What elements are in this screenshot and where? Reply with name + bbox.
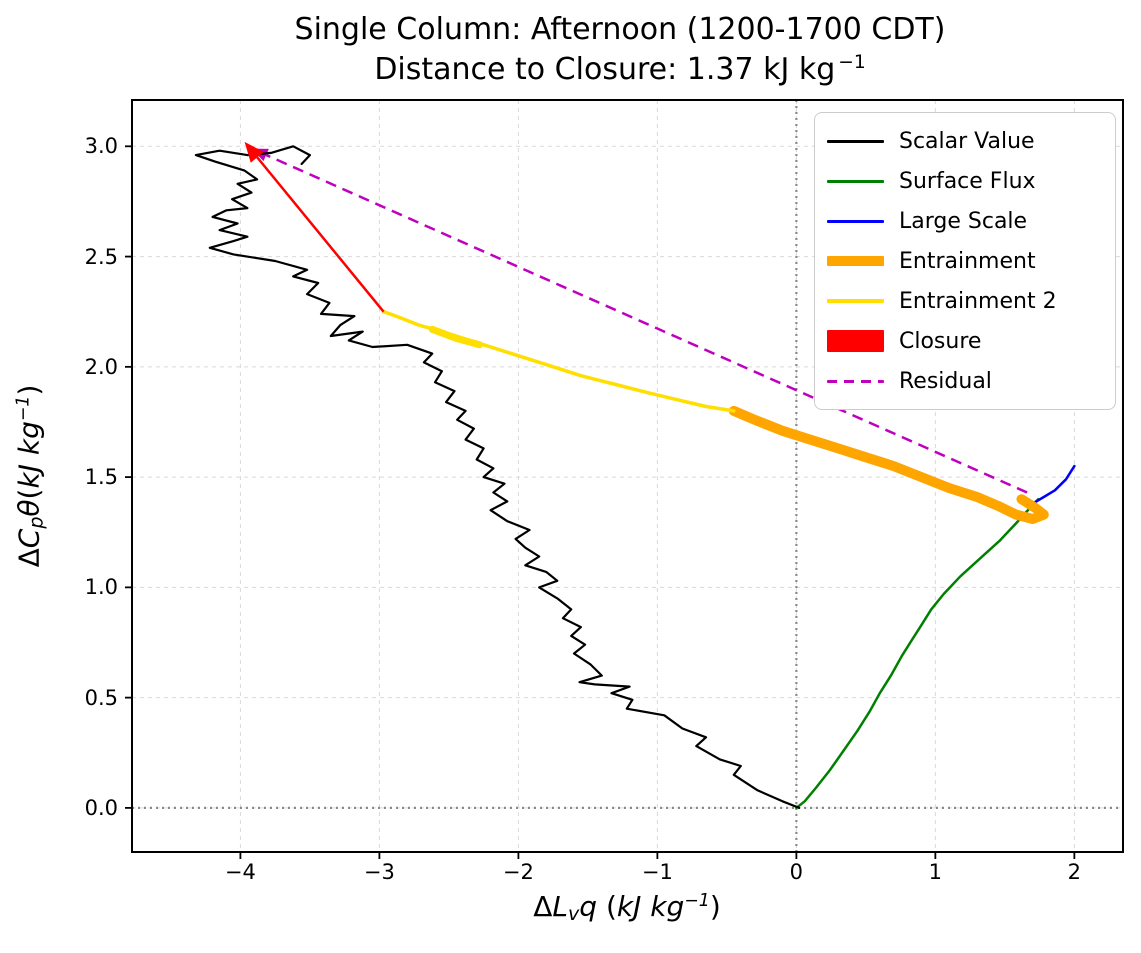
large-scale-line-swatch	[827, 219, 884, 223]
chart-title-line1: Single Column: Afternoon (1200-1700 CDT)	[294, 12, 946, 47]
x-axis-label-sup: −1	[684, 891, 710, 911]
legend-label: Residual	[899, 368, 992, 394]
x-axis-label-var2: q	[579, 890, 598, 923]
legend-item-surface-flux: Surface Flux	[827, 161, 1103, 201]
residual-arrow-line	[265, 153, 1028, 494]
series-surface-flux	[795, 497, 1040, 810]
x-tick-label: 2	[1067, 860, 1082, 884]
legend-item-scalar-value: Scalar Value	[827, 121, 1103, 161]
legend-label: Entrainment	[899, 248, 1036, 274]
y-axis-label-sup: −1	[13, 395, 34, 422]
series-entrainment-2	[381, 309, 736, 413]
legend-label: Large Scale	[899, 208, 1028, 234]
legend-item-entrainment: Entrainment	[827, 241, 1103, 281]
y-tick-label: 0.5	[84, 685, 118, 710]
x-axis-label-sub: v	[567, 903, 580, 925]
y-axis-label-open: (	[12, 488, 46, 500]
chart-title-line2-text: Distance to Closure: 1.37 kJ kg	[374, 51, 836, 87]
series-entrainment-2-bold-segment	[428, 325, 483, 349]
residual-dashed-line-swatch	[827, 379, 884, 383]
x-axis-label-unit: kJ kg	[616, 890, 685, 923]
x-tick-label: −3	[363, 860, 395, 884]
chart-title-superscript: −1	[838, 51, 866, 73]
closure-arrow-line	[256, 156, 385, 313]
legend-item-closure: Closure	[827, 321, 1103, 361]
legend-item-entrainment-2: Entrainment 2	[827, 281, 1103, 321]
x-axis-label-open: (	[605, 890, 617, 923]
x-tick-label: −2	[502, 860, 534, 884]
legend-label: Closure	[899, 328, 982, 354]
chart-title-line2: Distance to Closure: 1.37 kJ kg −1	[295, 50, 946, 90]
legend-label: Entrainment 2	[899, 288, 1057, 314]
y-tick-labels: 0.0 0.5 1.0 1.5 2.0 2.5 3.0	[0, 0, 118, 953]
x-axis-label-var: L	[552, 890, 568, 923]
legend-label: Scalar Value	[899, 128, 1035, 154]
y-tick-label: 2.0	[84, 354, 118, 379]
closure-patch-swatch	[827, 330, 884, 352]
x-axis-label-space	[597, 890, 606, 923]
x-axis-label: ΔLvq (kJ kg−1)	[533, 890, 721, 925]
y-axis-label-unit: kJ kg	[12, 421, 46, 489]
legend-label: Surface Flux	[899, 168, 1036, 194]
x-tick-labels: −4 −3 −2 −1 0 1 2	[0, 860, 1141, 890]
entrainment-2-line-swatch	[827, 299, 884, 303]
scalar-value-line-swatch	[827, 139, 884, 143]
y-tick-label: 1.5	[84, 465, 118, 490]
chart-title: Single Column: Afternoon (1200-1700 CDT)…	[295, 10, 946, 89]
y-axis-label-delta: Δ	[12, 548, 46, 568]
legend: Scalar Value Surface Flux Large Scale En…	[814, 112, 1116, 410]
y-axis-label-var2: θ	[12, 499, 46, 517]
x-tick-label: 0	[789, 860, 804, 884]
y-tick-label: 3.0	[84, 134, 118, 159]
y-tick-label: 2.5	[84, 244, 118, 269]
y-axis-label-var: C	[12, 528, 46, 549]
x-axis-label-close: )	[709, 890, 721, 923]
y-tick-label: 0.0	[84, 795, 118, 820]
closure-arrow-head	[244, 141, 264, 163]
x-tick-label: −1	[641, 860, 673, 884]
legend-item-residual: Residual	[827, 361, 1103, 401]
series-entrainment	[728, 405, 1049, 524]
series-large-scale	[1031, 464, 1076, 505]
entrainment-line-swatch	[827, 256, 884, 266]
y-axis-label-close: )	[12, 384, 46, 396]
series-scalar-value	[194, 145, 801, 810]
x-axis-label-delta: Δ	[533, 890, 553, 923]
legend-item-large-scale: Large Scale	[827, 201, 1103, 241]
y-axis-label-sub: p	[25, 516, 48, 529]
y-axis-label: ΔCpθ(kJ kg−1)	[13, 385, 48, 568]
x-tick-label: 1	[928, 860, 943, 884]
y-tick-label: 1.0	[84, 575, 118, 600]
axes-border	[131, 99, 1124, 853]
x-tick-label: −4	[224, 860, 256, 884]
surface-flux-line-swatch	[827, 179, 884, 183]
